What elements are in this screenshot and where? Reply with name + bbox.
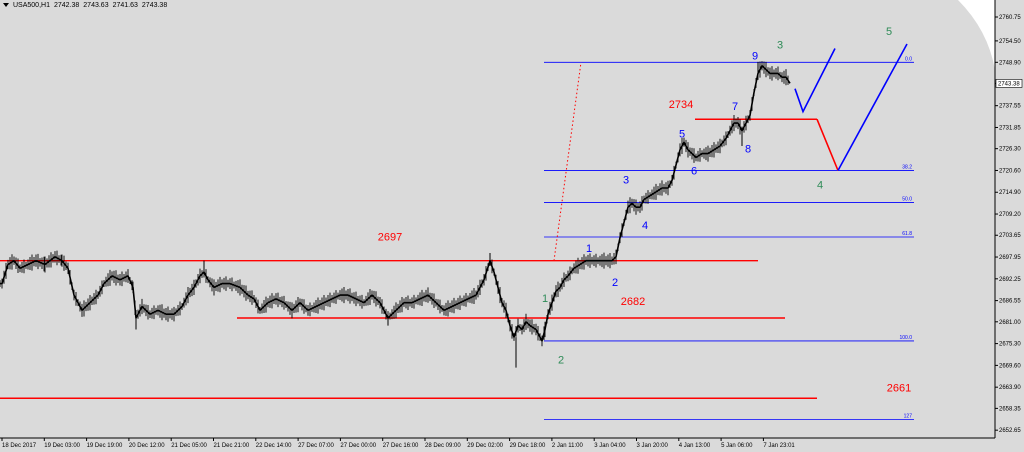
- window-corner: [958, 0, 995, 70]
- wave-label-minor-5: 5: [679, 129, 685, 141]
- fib-label-2: 50.0: [902, 197, 912, 203]
- price-series: [0, 64, 791, 342]
- time-axis: 18 Dec 2017 19 Dec 03:00 19 Dec 19:00 20 De…: [0, 437, 995, 449]
- time-tick-label: 21 Dec 05:00: [171, 443, 207, 449]
- wave-label-minor-6: 6: [691, 165, 697, 177]
- high-value: 2743.63: [83, 2, 109, 9]
- time-tick-label: 3 Jan 20:00: [637, 443, 669, 449]
- time-tick-label: 19 Dec 19:00: [87, 443, 123, 449]
- price-tick-label: 2686.55: [999, 299, 1021, 305]
- price-tick-label: 2663.90: [999, 385, 1021, 391]
- wave-label-major-5: 5: [886, 26, 892, 38]
- level-label-2697: 2697: [378, 232, 402, 244]
- price-tick-label: 2652.65: [999, 428, 1021, 434]
- wave-label-minor-7: 7: [732, 101, 738, 113]
- fib-label-4: 100.0: [899, 335, 912, 341]
- level-label-2661: 2661: [887, 382, 911, 394]
- time-tick-label: 2 Jan 11:00: [552, 443, 584, 449]
- projection-path-1: [816, 118, 839, 171]
- time-tick-label: 4 Jan 13:00: [679, 443, 711, 449]
- wave-label-minor-1: 1: [586, 243, 592, 255]
- time-tick-label: 27 Dec 07:00: [298, 443, 334, 449]
- time-tick-label: 18 Dec 2017: [2, 443, 37, 449]
- time-tick-label: 27 Dec 00:00: [340, 443, 376, 449]
- price-tick-label: 2748.90: [999, 60, 1021, 66]
- chart-header: USA500,H1 2742.38 2743.63 2741.63 2743.38: [3, 2, 171, 9]
- symbol-label: USA500,H1: [13, 2, 50, 9]
- fib-label-1: 38.2: [902, 164, 912, 170]
- price-tick-label: 2731.85: [999, 125, 1021, 131]
- wave-label-major-4: 4: [817, 179, 823, 191]
- wave-label-minor-4: 4: [642, 220, 648, 232]
- level-label-2734: 2734: [669, 99, 693, 111]
- price-tick-label: 2714.90: [999, 190, 1021, 196]
- price-tick-label: 2760.75: [999, 15, 1021, 21]
- price-tick-label: 2754.50: [999, 39, 1021, 45]
- wave-label-minor-3: 3: [623, 174, 629, 186]
- current-price-label: 2743.38: [998, 81, 1020, 87]
- open-value: 2742.38: [53, 2, 80, 9]
- time-tick-label: 3 Jan 04:00: [594, 443, 626, 449]
- price-tick-label: 2703.65: [999, 233, 1021, 239]
- price-axis: 2760.75 2754.50 2748.90 2743.38 2737.55 2731.…: [994, 0, 1023, 438]
- time-tick-label: 21 Dec 21:00: [214, 443, 250, 449]
- time-tick-label: 22 Dec 14:00: [256, 443, 292, 449]
- dotted-connector: [553, 62, 582, 261]
- projection-path-0: [794, 48, 836, 114]
- close-value: 2743.38: [141, 2, 168, 9]
- price-tick-label: 2692.25: [999, 277, 1021, 283]
- wave-label-major-1: 1: [542, 293, 548, 305]
- plot-area: 0.038.250.061.8100.012726972682273426611…: [0, 0, 995, 421]
- fib-label-5: 127: [904, 414, 913, 420]
- projection-path-2: [837, 43, 908, 171]
- price-tick-label: 2709.20: [999, 212, 1021, 218]
- symbol-dropdown-icon[interactable]: [3, 3, 9, 8]
- time-tick-label: 27 Dec 16:00: [383, 443, 419, 449]
- time-tick-label: 19 Dec 03:00: [44, 443, 80, 449]
- price-tick-label: 2720.60: [999, 168, 1021, 174]
- time-tick-label: 28 Dec 09:00: [425, 443, 461, 449]
- price-tick-label: 2681.00: [999, 320, 1021, 326]
- wave-label-minor-8: 8: [745, 143, 751, 155]
- low-value: 2741.63: [112, 2, 138, 9]
- price-tick-label: 2658.35: [999, 406, 1021, 412]
- wave-label-major-3: 3: [777, 40, 783, 52]
- current-price-box: [995, 79, 1023, 88]
- time-tick-label: 29 Dec 18:00: [510, 443, 546, 449]
- fib-label-0: 0.0: [905, 56, 912, 62]
- wave-label-minor-9: 9: [752, 51, 758, 63]
- price-tick-label: 2697.95: [999, 255, 1021, 261]
- price-tick-label: 2726.30: [999, 147, 1021, 153]
- time-tick-label: 29 Dec 02:00: [467, 443, 503, 449]
- price-tick-label: 2669.60: [999, 363, 1021, 369]
- price-tick-label: 2675.30: [999, 342, 1021, 348]
- wave-label-minor-2: 2: [612, 277, 618, 289]
- time-tick-label: 20 Dec 12:00: [129, 443, 165, 449]
- wave-label-major-2: 2: [558, 354, 564, 366]
- time-tick-label: 7 Jan 23:01: [763, 443, 795, 449]
- level-label-2682: 2682: [621, 296, 645, 308]
- time-tick-label: 5 Jan 06:00: [721, 443, 753, 449]
- price-tick-label: 2737.55: [999, 104, 1021, 110]
- fib-label-3: 61.8: [902, 231, 912, 237]
